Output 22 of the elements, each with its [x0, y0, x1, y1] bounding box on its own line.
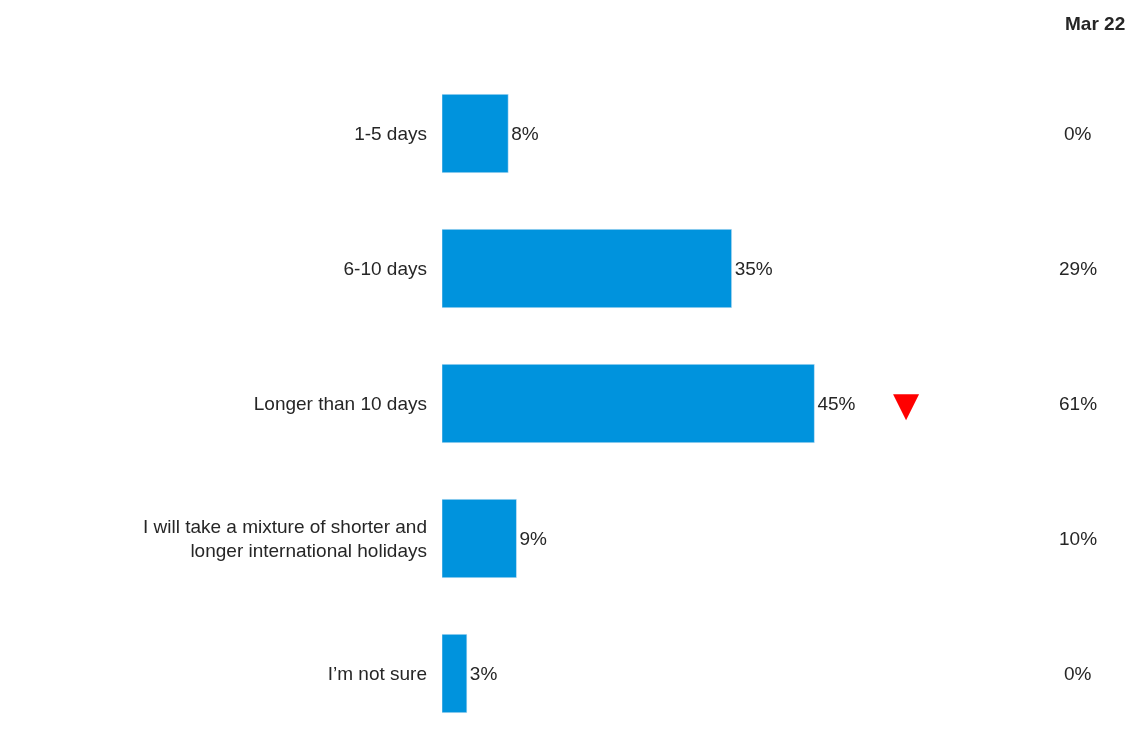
- bar: [442, 634, 468, 713]
- bar: [442, 499, 517, 578]
- text: 61%: [1059, 393, 1098, 414]
- data-label: 8%: [511, 123, 539, 144]
- text: 0%: [1064, 663, 1092, 684]
- y-tick-label: Longer than 10 days: [253, 393, 427, 415]
- bar: [442, 94, 509, 173]
- y-tick-label: I’m not sure: [327, 663, 427, 685]
- text: 0%: [1064, 123, 1092, 144]
- text: 10%: [1059, 528, 1098, 549]
- data-label: 3%: [469, 663, 498, 684]
- y-tick-label: 6-10 days: [343, 258, 427, 280]
- text: 29%: [1059, 258, 1098, 279]
- bar: [442, 364, 815, 443]
- y-tick-label: I will take a mixture of shorter and longer international holidays: [142, 515, 427, 562]
- data-label: 35%: [734, 258, 773, 279]
- annotation: ▼: [893, 384, 920, 424]
- y-tick-label: 1-5 days: [354, 123, 427, 145]
- text: Mar 22: [1065, 13, 1126, 34]
- bar: [442, 229, 732, 308]
- data-label: 9%: [519, 528, 548, 549]
- data-label: 45%: [817, 393, 856, 414]
